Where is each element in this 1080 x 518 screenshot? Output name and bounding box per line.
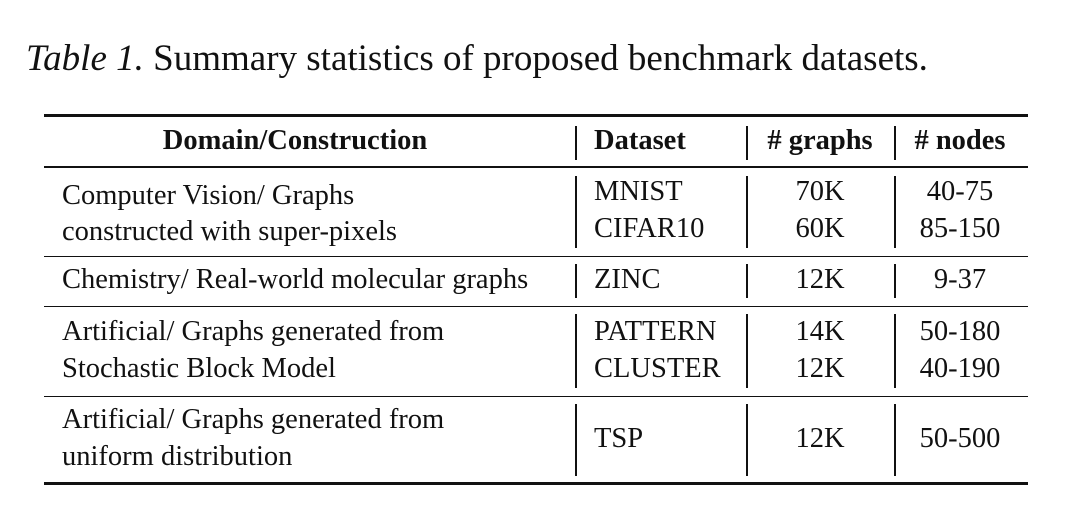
column-divider — [894, 404, 896, 476]
domain-cell-line: uniform distribution — [62, 441, 293, 472]
dataset-cell: PATTERN — [594, 316, 717, 347]
graphs-cell: 12K — [795, 264, 845, 295]
domain-cell-line: Artificial/ Graphs generated from — [62, 316, 445, 347]
column-divider — [746, 264, 748, 298]
dataset-cell: CLUSTER — [594, 353, 721, 384]
domain-cell-line: Stochastic Block Model — [62, 353, 336, 384]
table-group-rule — [44, 396, 1028, 397]
header-dataset: Dataset — [594, 125, 686, 156]
column-divider — [575, 314, 577, 388]
column-divider — [746, 126, 748, 160]
graphs-cell: 12K — [795, 423, 845, 454]
graphs-cell: 14K — [795, 316, 845, 347]
nodes-cell: 9-37 — [933, 264, 987, 295]
dataset-cell: TSP — [594, 423, 644, 454]
column-divider — [575, 176, 577, 248]
dataset-cell: MNIST — [594, 176, 683, 207]
column-divider — [894, 264, 896, 298]
dataset-cell: ZINC — [594, 264, 661, 295]
domain-cell-line: Artificial/ Graphs generated from — [62, 404, 445, 435]
column-divider — [575, 126, 577, 160]
column-divider — [575, 264, 577, 298]
nodes-cell: 50-180 — [919, 316, 1001, 347]
caption-label: Table 1. — [26, 38, 144, 79]
nodes-cell: 50-500 — [919, 423, 1001, 454]
column-divider — [746, 314, 748, 388]
column-divider — [746, 176, 748, 248]
nodes-cell: 40-75 — [926, 176, 994, 207]
caption-text: Summary statistics of proposed benchmark… — [153, 38, 928, 79]
graphs-cell: 70K — [795, 176, 845, 207]
graphs-cell: 12K — [795, 353, 845, 384]
column-divider — [746, 404, 748, 476]
header-graphs: # graphs — [767, 125, 873, 156]
column-divider — [894, 314, 896, 388]
nodes-cell: 85-150 — [919, 213, 1001, 244]
domain-cell-line: constructed with super-pixels — [62, 216, 398, 247]
table-bottom-rule — [44, 482, 1028, 485]
domain-cell-line: Chemistry/ Real-world molecular graphs — [62, 264, 529, 295]
table-caption: Table 1. Summary statistics of proposed … — [26, 36, 928, 82]
domain-cell-line: Computer Vision/ Graphs — [62, 180, 355, 211]
header-domain: Domain/Construction — [162, 125, 428, 156]
table-group-rule — [44, 306, 1028, 307]
header-nodes: # nodes — [914, 125, 1006, 156]
column-divider — [575, 404, 577, 476]
column-divider — [894, 126, 896, 160]
dataset-cell: CIFAR10 — [594, 213, 705, 244]
nodes-cell: 40-190 — [919, 353, 1001, 384]
column-divider — [894, 176, 896, 248]
table-top-rule — [44, 114, 1028, 117]
graphs-cell: 60K — [795, 213, 845, 244]
table-header-rule — [44, 166, 1028, 168]
table-group-rule — [44, 256, 1028, 257]
